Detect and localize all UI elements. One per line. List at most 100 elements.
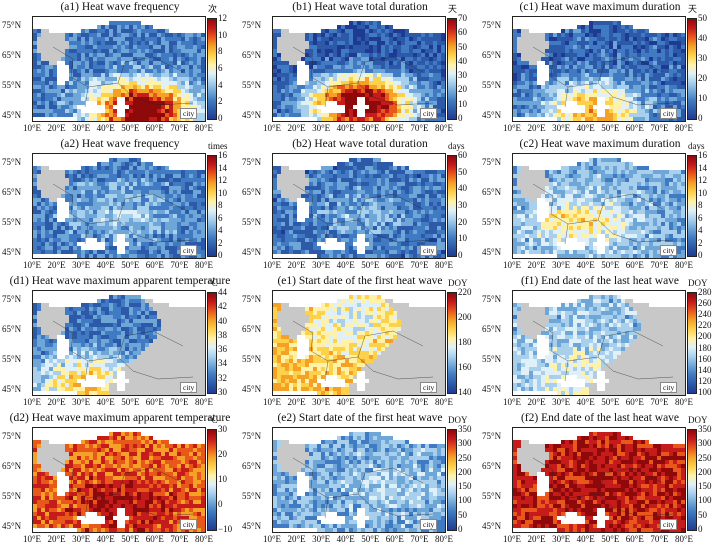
- latitude-label: 55°N: [2, 354, 22, 364]
- colorbar-tick-label: 12: [698, 175, 707, 185]
- colorbar-tick-label: 40: [218, 315, 227, 326]
- colorbar-tick-label: 14: [698, 162, 707, 173]
- panel-title: (b2) Heat wave total duration: [292, 138, 428, 150]
- latitude-label: 45°N: [482, 247, 502, 257]
- colorbar: [447, 155, 457, 257]
- heat-wave-raster: [33, 428, 205, 532]
- latitude-label: 55°N: [242, 354, 262, 364]
- longitude-label: 40°E: [576, 260, 595, 270]
- longitude-label: 30°E: [72, 260, 91, 270]
- colorbar-tick-label: 6: [698, 212, 703, 223]
- panel-title: (c2) Heat wave maximum duration: [519, 138, 681, 150]
- longitude-label: 30°E: [312, 534, 331, 544]
- panel-title: (c1) Heat wave maximum duration: [519, 1, 681, 13]
- colorbar-tick-label: 50: [458, 166, 467, 177]
- colorbar-tick-label: 220: [458, 287, 472, 297]
- latitude-label: 55°N: [242, 491, 262, 501]
- colorbar-tick-label: 60: [458, 150, 467, 160]
- longitude-label: 20°E: [287, 397, 306, 407]
- colorbar: [687, 18, 697, 120]
- longitude-label: 10°E: [22, 397, 42, 407]
- latitude-label: 75°N: [242, 294, 262, 304]
- colorbar-tick-label: 100: [458, 495, 472, 506]
- colorbar: [447, 292, 457, 394]
- longitude-label: 80°E: [194, 534, 214, 544]
- longitude-label: 30°E: [552, 534, 571, 544]
- city-legend: city: [180, 519, 198, 530]
- map-panel-a1: (a1) Heat wave frequency 75°N 65°N 55°N 45°N…: [0, 0, 240, 137]
- panel-title: (e1) Start date of the first heat wave: [277, 275, 443, 287]
- longitude-label: 70°E: [410, 123, 429, 133]
- longitude-label: 20°E: [527, 534, 546, 544]
- colorbar-tick-label: 10: [458, 98, 467, 109]
- colorbar-tick-label: 0: [698, 250, 703, 260]
- colorbar-tick-label: 50: [458, 509, 467, 520]
- map-frame: [512, 153, 686, 259]
- map-panel-a2: (a2) Heat wave frequency 75°N 65°N 55°N 45°N…: [0, 137, 240, 274]
- longitude-label: 60°E: [625, 260, 644, 270]
- latitude-label: 45°N: [242, 384, 262, 394]
- map-frame: [32, 290, 206, 396]
- latitude-label: 65°N: [482, 187, 502, 197]
- colorbar-tick-label: 16: [218, 150, 227, 160]
- colorbar-tick-label: 0: [698, 113, 703, 123]
- city-legend: city: [420, 245, 438, 256]
- longitude-label: 10°E: [502, 123, 522, 133]
- map-frame: [272, 153, 446, 259]
- colorbar-tick-label: 300: [458, 438, 472, 449]
- map-frame: [512, 427, 686, 533]
- longitude-label: 40°E: [336, 534, 355, 544]
- longitude-label: 20°E: [287, 534, 306, 544]
- longitude-label: 10°E: [502, 260, 522, 270]
- colorbar-tick-label: 0: [458, 113, 463, 123]
- colorbar-tick-label: 30: [218, 387, 227, 397]
- longitude-label: 60°E: [385, 260, 404, 270]
- longitude-label: 80°E: [194, 123, 214, 133]
- heat-wave-raster: [513, 428, 685, 532]
- longitude-label: 80°E: [674, 397, 694, 407]
- colorbar-unit: DOY: [448, 415, 468, 425]
- longitude-label: 10°E: [22, 123, 42, 133]
- longitude-label: 70°E: [410, 534, 429, 544]
- colorbar-tick-label: 38: [218, 329, 227, 340]
- latitude-label: 65°N: [2, 187, 22, 197]
- colorbar-tick-label: 140: [698, 364, 712, 375]
- latitude-label: 75°N: [242, 157, 262, 167]
- panel-title: (f2) End date of the last heat wave: [520, 412, 680, 424]
- latitude-label: 65°N: [242, 50, 262, 60]
- longitude-label: 60°E: [385, 397, 404, 407]
- colorbar-unit: °C: [208, 415, 218, 425]
- longitude-label: 30°E: [552, 123, 571, 133]
- longitude-label: 20°E: [47, 123, 66, 133]
- longitude-label: 50°E: [601, 260, 620, 270]
- longitude-label: 50°E: [601, 534, 620, 544]
- colorbar-tick-label: 8: [218, 46, 223, 57]
- colorbar-tick-label: 12: [218, 13, 227, 23]
- colorbar: [687, 292, 697, 394]
- panel-title: (a2) Heat wave frequency: [60, 138, 180, 150]
- heat-wave-raster: [33, 154, 205, 258]
- longitude-label: 70°E: [650, 534, 669, 544]
- latitude-label: 75°N: [2, 294, 22, 304]
- longitude-label: 60°E: [385, 123, 404, 133]
- colorbar: [207, 292, 217, 394]
- heat-wave-raster: [273, 154, 445, 258]
- colorbar-unit: DOY: [688, 415, 708, 425]
- colorbar-tick-label: 12: [218, 175, 227, 185]
- colorbar-unit: days: [448, 141, 465, 151]
- latitude-label: 45°N: [2, 110, 22, 120]
- longitude-label: 80°E: [674, 123, 694, 133]
- latitude-label: 45°N: [2, 521, 22, 531]
- latitude-label: 45°N: [242, 110, 262, 120]
- latitude-label: 75°N: [2, 157, 22, 167]
- latitude-label: 45°N: [482, 110, 502, 120]
- longitude-label: 60°E: [625, 397, 644, 407]
- map-frame: [32, 427, 206, 533]
- longitude-label: 40°E: [576, 534, 595, 544]
- city-legend: city: [660, 245, 678, 256]
- longitude-label: 30°E: [72, 123, 91, 133]
- longitude-label: 80°E: [434, 397, 454, 407]
- colorbar-tick-label: 8: [218, 200, 223, 210]
- colorbar-tick-label: 280: [698, 287, 712, 297]
- longitude-label: 30°E: [312, 397, 331, 407]
